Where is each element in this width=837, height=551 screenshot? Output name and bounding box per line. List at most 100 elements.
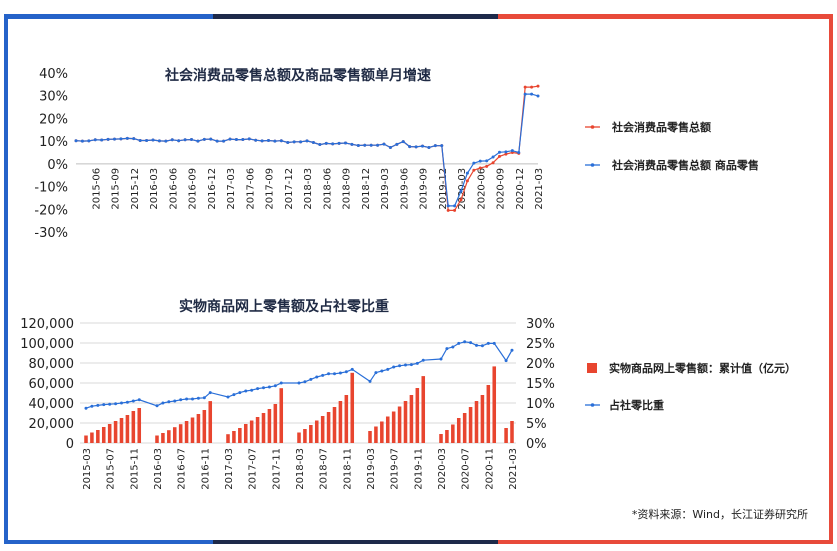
chart2-left-tick-label: 100,000 [20, 337, 74, 352]
chart2-left-tick-label: 0 [66, 437, 74, 452]
chart2-ratio-point [84, 406, 88, 410]
chart2-ratio-point [96, 403, 100, 407]
top-border-navy [213, 14, 498, 19]
chart1-x-tick-label: 2017-03 [226, 168, 237, 210]
chart2-ratio-point [108, 402, 112, 406]
chart1-title: 社会消费品零售总额及商品零售额单月增速 [164, 67, 431, 84]
chart2-bar [172, 427, 177, 443]
chart1-series-2-point [472, 161, 476, 165]
chart2-bar [397, 406, 402, 443]
chart1-series-2-point [376, 143, 380, 147]
chart2-x-tick-label: 2019-03 [366, 448, 377, 490]
chart2-ratio-point [439, 357, 443, 361]
chart2-bar [314, 420, 319, 443]
chart2-bar [226, 434, 230, 443]
chart2-bar [238, 428, 242, 443]
chart1-series-1-point [472, 168, 476, 172]
chart1-series-2-point [132, 137, 136, 141]
chart1-series-2-point [222, 139, 226, 143]
chart2-bar [326, 412, 331, 443]
chart1-series-2-point [523, 92, 527, 96]
chart2-bar [131, 411, 136, 443]
chart1-x-tick-label: 2020-06 [476, 168, 487, 210]
chart2-right-tick-label: 10% [526, 397, 555, 412]
chart1-series-2-point [138, 138, 142, 142]
legend-item-1-label: 社会消费品零售总额 [611, 120, 711, 134]
chart1-series-2-point [536, 94, 540, 98]
chart1-series-2-point [517, 151, 521, 154]
chart1-series-2-point [157, 139, 161, 143]
chart2-ratio-point [333, 372, 336, 376]
chart2-bar [374, 426, 378, 443]
chart1-series-2-point [401, 140, 405, 144]
chart1-series-2-point [408, 145, 412, 149]
chart2-left-tick-label: 120,000 [20, 317, 74, 332]
chart1-x-tick-label: 2018-03 [303, 168, 314, 210]
legend-item-3-swatch [587, 363, 597, 373]
chart2-ratio-point [309, 377, 313, 381]
chart1-x-tick-label: 2015-09 [111, 168, 122, 210]
chart1-series-2-point [196, 139, 200, 143]
chart2-bar [504, 428, 508, 443]
chart2-right-tick-label: 15% [526, 377, 555, 392]
chart2-ratio-point [173, 399, 177, 403]
chart2-x-tick-label: 2017-11 [271, 448, 282, 490]
chart2-bar [468, 407, 473, 443]
chart2-bar [451, 424, 455, 443]
chart2-ratio-point [238, 391, 242, 395]
chart1-series-2-point [273, 139, 277, 143]
chart2-left-tick-label: 80,000 [29, 357, 75, 372]
bottom-border-navy [213, 540, 498, 544]
chart2-bar [178, 424, 183, 443]
chart1-series-2-point [93, 138, 97, 142]
chart1-series-2-point [106, 137, 110, 141]
chart2-bar [474, 401, 479, 443]
chart2-ratio-point [350, 367, 354, 371]
chart2-bar [421, 376, 426, 443]
chart1-series-2-point [395, 142, 399, 146]
chart2-ratio-point [386, 367, 390, 371]
chart1-x-tick-label: 2020-03 [457, 168, 468, 210]
chart1-x-tick-label: 2020-09 [496, 168, 507, 210]
chart2-bar [161, 433, 165, 443]
chart1-series-2-point [453, 204, 457, 208]
chart2-x-tick-label: 2015-07 [106, 448, 117, 490]
chart2-ratio-point [374, 371, 378, 375]
chart2-x-tick-label: 2021-03 [508, 448, 519, 490]
chart2-ratio-line [85, 341, 513, 409]
chart2-ratio-point [161, 401, 165, 405]
chart2-bar [391, 411, 396, 443]
chart1-series-1-point [536, 84, 540, 88]
chart2-bar [445, 430, 449, 443]
chart2-ratio-point [297, 381, 301, 385]
chart1-series-2-point [433, 144, 437, 148]
chart1-series-1-point [465, 179, 469, 183]
chart2-x-tick-label: 2017-03 [224, 448, 235, 490]
chart1-series-2-point [530, 92, 534, 96]
chart2-bar [101, 427, 106, 443]
chart2-ratio-point [380, 369, 384, 373]
chart2-x-axis: 2015-03 2015-07 2015-11 2016-03 2016-07 2016-… [82, 448, 519, 490]
source-note: *资料来源：Wind，长江证券研究所 [632, 507, 808, 521]
chart1-series-2-point [427, 146, 431, 150]
chart1-series-2-point [228, 137, 232, 141]
chart2-gridlines [80, 322, 516, 444]
chart2-right-tick-label: 5% [526, 417, 547, 432]
chart1-x-tick-label: 2019-06 [399, 168, 410, 210]
chart2-ratio-point [415, 361, 419, 365]
chart1-series-2-point [119, 137, 123, 141]
chart2-bar [137, 408, 142, 443]
chart1-y-axis: 40% 30% 20% 10% 0% -10% -20% -30% [34, 67, 68, 241]
chart1-series-2-point [74, 139, 78, 143]
chart2-x-tick-label: 2019-11 [413, 448, 424, 490]
chart1-series-2-point [318, 143, 322, 147]
chart2-bar [303, 429, 307, 443]
chart2-right-tick-label: 25% [526, 337, 555, 352]
chart1-series-2-point [491, 155, 495, 159]
chart2-bar [309, 425, 313, 443]
chart1-series-2-point [215, 139, 219, 143]
chart2-ratio-point [267, 385, 271, 389]
chart2-bar [385, 416, 390, 443]
chart1-series-2-point [382, 142, 386, 146]
